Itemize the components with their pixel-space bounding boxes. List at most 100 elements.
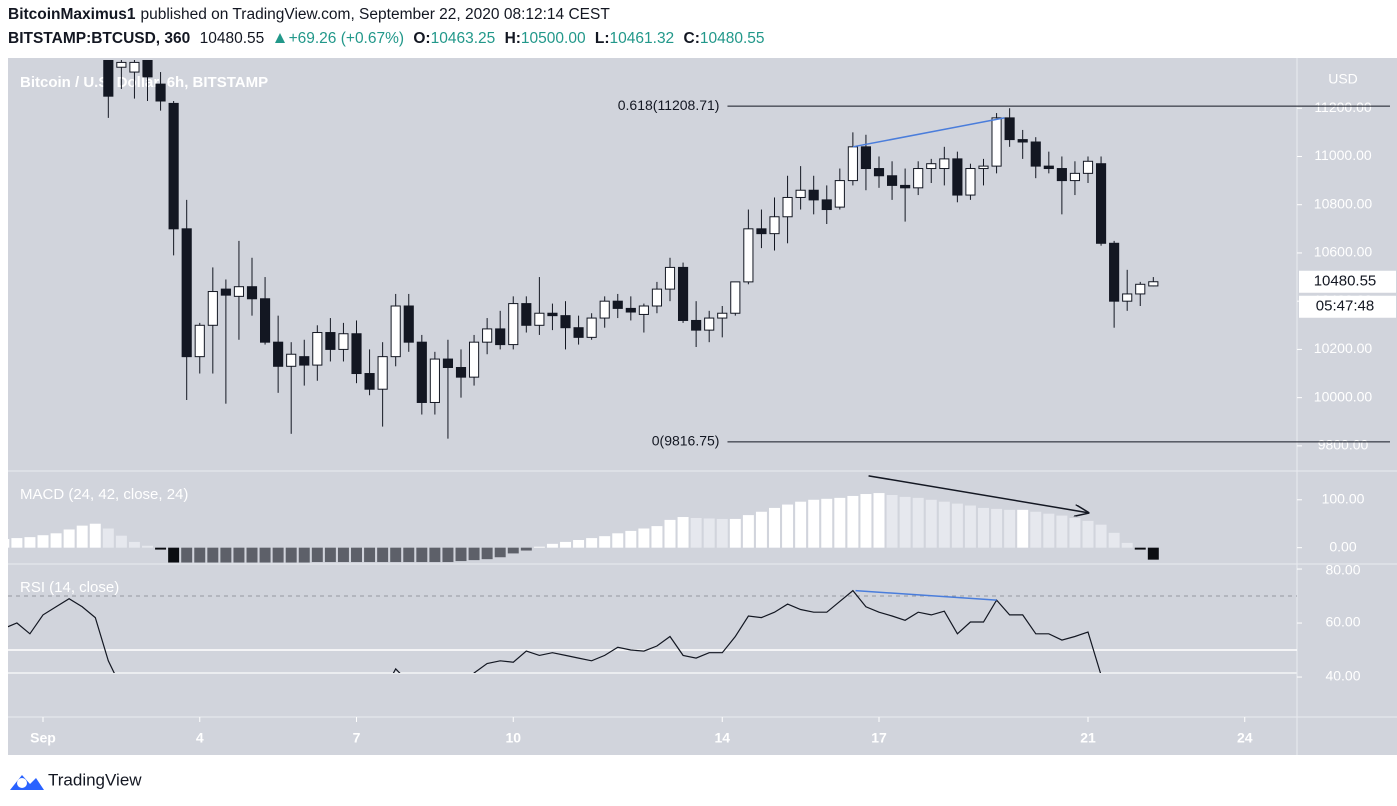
macd-bar [194,547,206,563]
candle-body [1043,165,1054,170]
pane [103,60,1159,439]
candle-body [364,373,375,390]
macd-bar [638,528,650,548]
macd-bar [1108,532,1120,548]
y-tick-label: 100.00 [1322,490,1365,506]
macd-bar [403,547,415,563]
candle-body [521,303,532,326]
macd-bar [63,529,75,548]
candle-body [625,307,636,313]
last-price-box [1299,270,1396,293]
macd-bar [690,517,702,548]
candle-body [338,333,349,350]
macd-bar [886,494,898,548]
macd-bar [259,547,271,563]
candle-body [599,300,610,319]
macd-bar [364,547,376,563]
x-tick-label: 4 [196,730,204,746]
macd-bar [468,547,480,561]
candle-body [429,358,440,403]
candle-body [1122,293,1133,302]
candle-body [351,333,362,375]
macd-bar [795,501,807,548]
macd-bar [729,518,741,548]
macd-legend: MACD (24, 42, close, 24) [20,486,188,503]
candle-body [586,317,597,338]
macd-bar [89,523,101,548]
macd-bar [938,501,950,548]
symbol: BITSTAMP:BTCUSD, 360 [8,30,191,47]
macd-bar [351,547,362,563]
candle-body [860,146,872,170]
published: published on TradingView.com, September … [140,6,610,23]
l-value: 10461.32 [609,30,675,47]
candle-body [1004,117,1015,141]
macd-bar [207,547,219,563]
countdown-box [1299,295,1396,318]
macd-bar [115,535,127,548]
candle-body [312,332,323,366]
candle-body [207,291,218,326]
macd-bar [847,495,859,548]
macd-bar [246,547,258,563]
macd-bar [951,503,963,548]
candle-body [233,286,245,297]
macd-bar [716,518,728,548]
o-value: 10463.25 [430,30,496,47]
macd-bar [899,496,911,548]
macd-bar [102,528,114,548]
y-tick-label: 10800.00 [1314,195,1373,211]
candle-body [482,328,493,343]
candle-body [952,158,963,196]
macd-bar [507,547,519,554]
candle-body [704,317,715,331]
macd-bar [272,547,284,563]
candle-body [534,312,545,326]
x-tick-label: Sep [30,730,56,746]
candle-body [873,168,885,177]
macd-bar [520,547,532,551]
y-tick-label: 10200.00 [1314,340,1373,356]
macd-bar [337,547,349,563]
candle-body [547,312,558,317]
candle-body [325,332,336,350]
candle-body [181,228,192,358]
y-tick-label: 10600.00 [1314,244,1373,260]
macd-bar [311,547,323,563]
macd-bar [416,547,428,563]
x-tick-label: 7 [353,730,361,746]
y-tick-label: 80.00 [1325,562,1360,578]
macd-bar [1134,547,1146,550]
x-tick-label: 24 [1237,730,1253,746]
o-label: O: [413,30,431,47]
macd-bar [703,518,715,548]
macd-bar [925,499,937,548]
rsi-line [8,589,1102,673]
macd-bar [834,497,846,548]
footer-brand: TradingView [48,770,142,789]
candle-body [495,328,506,346]
candle-body [1109,242,1120,302]
macd-bar [168,547,180,563]
fib-label: 0(9816.75) [652,433,720,449]
macd-bar [821,498,833,548]
change: +69.26 (+0.67%) [288,30,405,47]
candle-body [808,189,819,201]
candle-body [926,163,937,170]
macd-bar [677,517,689,548]
macd-bar [233,547,245,563]
candle-body [664,266,676,290]
y-tick-label: 60.00 [1325,614,1360,630]
candle-body [834,180,845,208]
macd-bar [755,511,767,548]
macd-bar [429,547,441,563]
footer-logo [10,775,44,790]
macd-bar [573,540,585,548]
candle-body [155,83,166,102]
macd-bar [1121,542,1133,548]
macd-bar [978,507,989,548]
y-tick-label: 0.00 [1329,538,1356,554]
l-label: L: [594,30,610,47]
macd-bar [1056,515,1068,548]
